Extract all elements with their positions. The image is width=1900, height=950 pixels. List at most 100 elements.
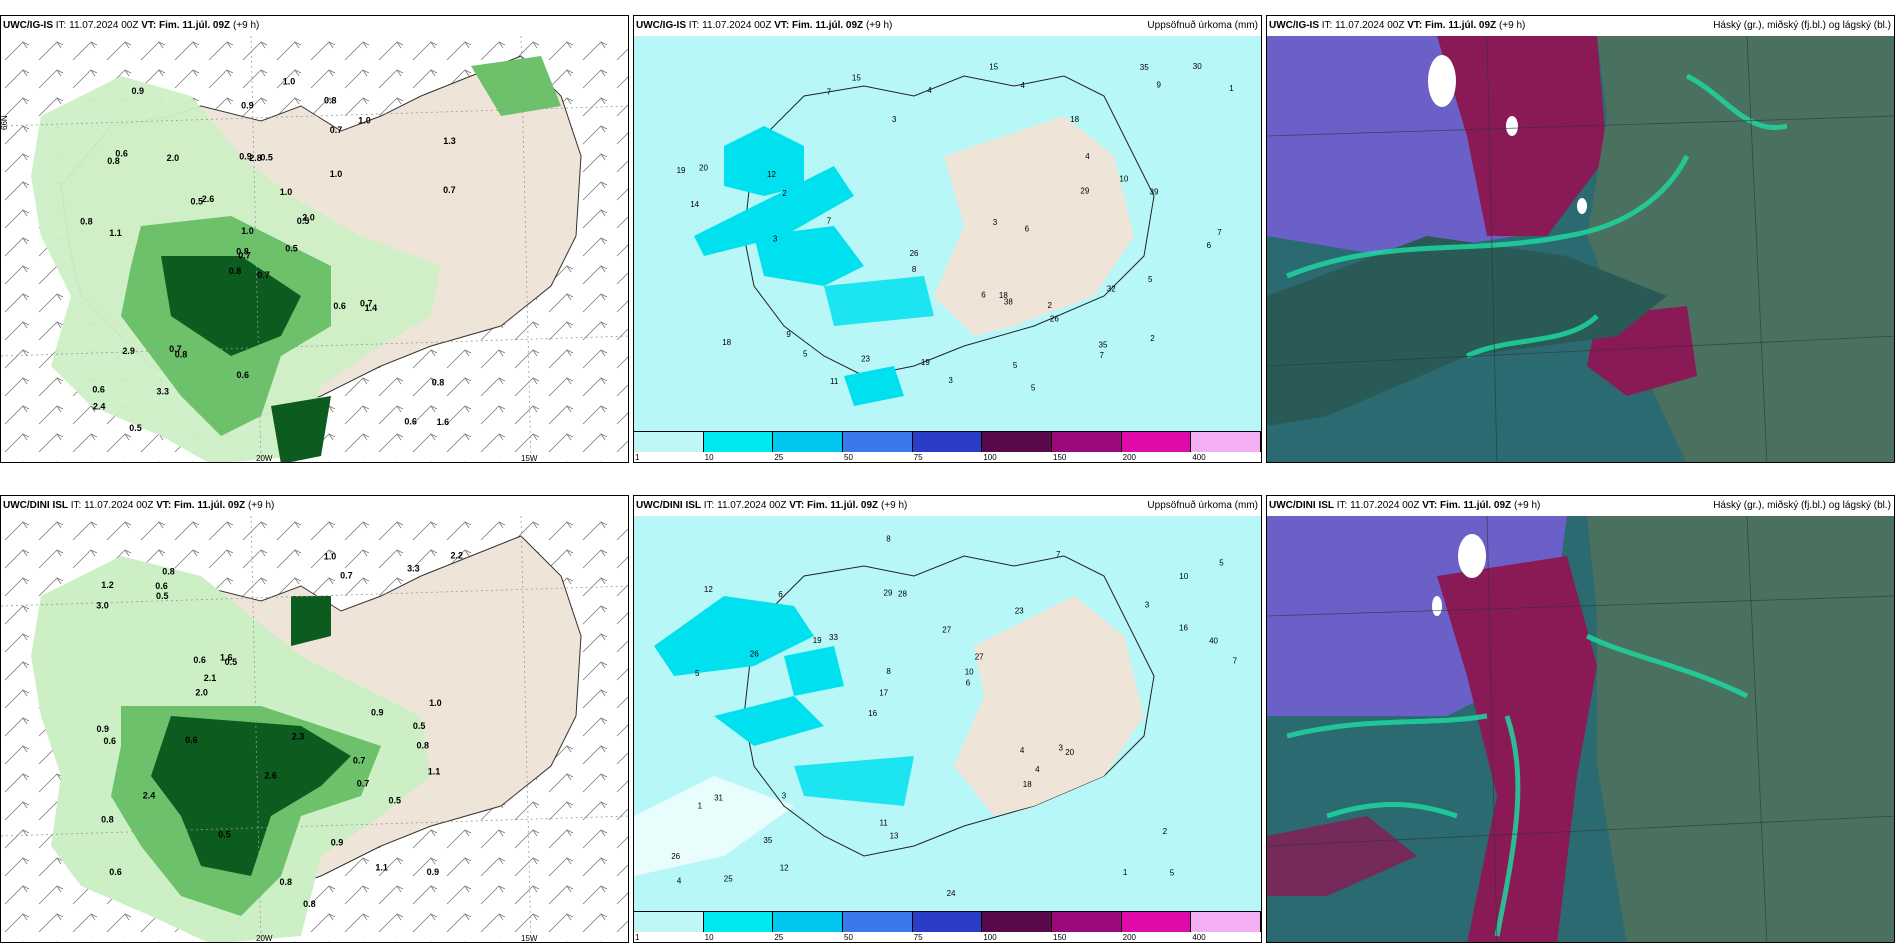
value-label: 32 <box>1107 285 1116 294</box>
value-label: 20 <box>699 164 708 173</box>
colorbar-swatch <box>1191 432 1261 452</box>
value-label: 2.6 <box>264 771 277 781</box>
value-label: 4 <box>1035 765 1040 774</box>
value-label: 0.6 <box>104 736 117 746</box>
value-label: 0.5 <box>297 216 310 226</box>
value-label: 15 <box>989 62 998 71</box>
precip-values: 0.70.80.70.60.50.80.80.50.70.50.91.61.11… <box>80 77 456 433</box>
value-label: 0.7 <box>353 755 366 765</box>
iceland-land <box>743 75 1155 377</box>
value-label: 6 <box>966 678 971 687</box>
vt-label: VT: <box>1407 20 1423 31</box>
value-label: 2.3 <box>292 732 305 742</box>
it-label: IT: <box>688 20 700 31</box>
value-label: 2.0 <box>167 153 180 163</box>
value-label: 5 <box>1148 275 1153 284</box>
value-label: 9 <box>1157 80 1162 89</box>
model-name: UWC/IG-IS <box>3 20 53 31</box>
panel-igis-accum-precip: UWC/IG-IS IT: 11.07.2024 00Z VT: Fim. 11… <box>633 15 1262 463</box>
value-label: 1.1 <box>109 228 122 238</box>
colorbar-tick-label: 100 <box>983 453 997 462</box>
value-label: 0.8 <box>280 877 293 887</box>
colorbar-swatch <box>843 912 913 932</box>
value-label: 2.1 <box>204 673 217 683</box>
value-label: 18 <box>1023 780 1032 789</box>
value-label: 6 <box>778 590 783 599</box>
value-label: 0.6 <box>193 655 206 665</box>
panel-title: Háský (gr.), miðský (fj.bl.) og lágský (… <box>1713 20 1891 31</box>
value-label: 7 <box>1056 550 1061 559</box>
value-label: 0.5 <box>218 830 231 840</box>
value-label: 1.1 <box>375 863 388 873</box>
value-label: 8 <box>886 667 891 676</box>
value-label: 0.7 <box>257 270 270 280</box>
value-label: 16 <box>1179 624 1188 633</box>
value-label: 20 <box>1065 748 1074 757</box>
value-label: 0.6 <box>155 581 168 591</box>
map-accum-precip: 5510162325292731332635282720128741617118… <box>634 516 1261 914</box>
value-label: 9 <box>786 330 791 339</box>
valid-time: Fim. 11.júl. 09Z <box>792 20 864 31</box>
value-label: 26 <box>910 249 919 258</box>
value-label: 2 <box>1163 827 1168 836</box>
colorbar-tick-label: 50 <box>844 453 853 462</box>
value-label: 7 <box>1233 657 1238 666</box>
iceland-land <box>743 555 1155 857</box>
init-time: 11.07.2024 00Z <box>1350 500 1420 511</box>
panel-title: Uppsöfnuð úrkoma (mm) <box>1147 500 1258 511</box>
value-label: 0.8 <box>101 815 114 825</box>
it-label: IT: <box>55 20 67 31</box>
colorbar-swatch <box>912 912 983 932</box>
value-label: 0.9 <box>331 838 344 848</box>
colorbar-swatch <box>634 432 704 452</box>
colorbar-swatch <box>1052 912 1122 932</box>
colorbar-tick-label: 1 <box>635 453 640 462</box>
colorbar-swatch <box>843 432 913 452</box>
value-label: 0.8 <box>303 899 316 909</box>
lon-label-20w: 20W <box>256 934 273 943</box>
value-label: 11 <box>880 819 889 828</box>
value-label: 8 <box>886 534 891 543</box>
colorbar-tick-label: 75 <box>913 933 923 942</box>
colorbar-swatch <box>773 912 844 932</box>
value-label: 28 <box>898 590 907 599</box>
colorbar-tick-label: 1 <box>635 933 640 942</box>
value-label: 14 <box>690 200 699 209</box>
value-label: 31 <box>714 794 723 803</box>
colorbar-swatch <box>982 912 1053 932</box>
value-label: 2.0 <box>195 687 208 697</box>
colorbar-tick-label: 100 <box>983 933 997 942</box>
value-label: 23 <box>1015 607 1024 616</box>
value-label: 0.9 <box>241 101 254 111</box>
value-label: 1.3 <box>443 136 456 146</box>
colorbar-tick-label: 200 <box>1122 933 1137 942</box>
value-label: 0.5 <box>413 721 426 731</box>
value-label: 16 <box>868 709 877 718</box>
value-label: 0.5 <box>156 591 169 601</box>
value-label: 38 <box>1004 297 1013 306</box>
value-label: 3 <box>782 791 787 800</box>
colorbar-swatch <box>634 912 704 932</box>
colorbar-swatch <box>703 912 774 932</box>
value-label: 1.1 <box>428 766 441 776</box>
value-label: 2.6 <box>202 194 215 204</box>
colorbar-tick-label: 400 <box>1192 933 1206 942</box>
value-label: 0.7 <box>330 125 343 135</box>
colorbar-swatch <box>1191 912 1261 932</box>
value-label: 0.5 <box>260 153 273 163</box>
value-label: 0.6 <box>92 384 105 394</box>
value-label: 4 <box>1021 81 1026 90</box>
value-label: 26 <box>1050 315 1059 324</box>
value-label: 29 <box>884 588 893 597</box>
value-label: 3.3 <box>407 564 420 574</box>
value-label: 0.6 <box>185 735 198 745</box>
value-label: 4 <box>1020 746 1025 755</box>
value-label: 19 <box>921 358 930 367</box>
value-label: 5 <box>1013 361 1018 370</box>
precip-values: 0.7 0.8 0.6 0.8 0.5 1.1 0.8 0.7 0.6 0.8 3.0 0.9 1.2 0… <box>96 551 463 909</box>
panel-igis-clouds: UWC/IG-IS IT: 11.07.2024 00Z VT: Fim. 11… <box>1266 15 1895 463</box>
valid-time: Fim. 11.júl. 09Z <box>1425 20 1497 31</box>
value-label: 0.9 <box>427 867 440 877</box>
vt-label: VT: <box>774 20 790 31</box>
